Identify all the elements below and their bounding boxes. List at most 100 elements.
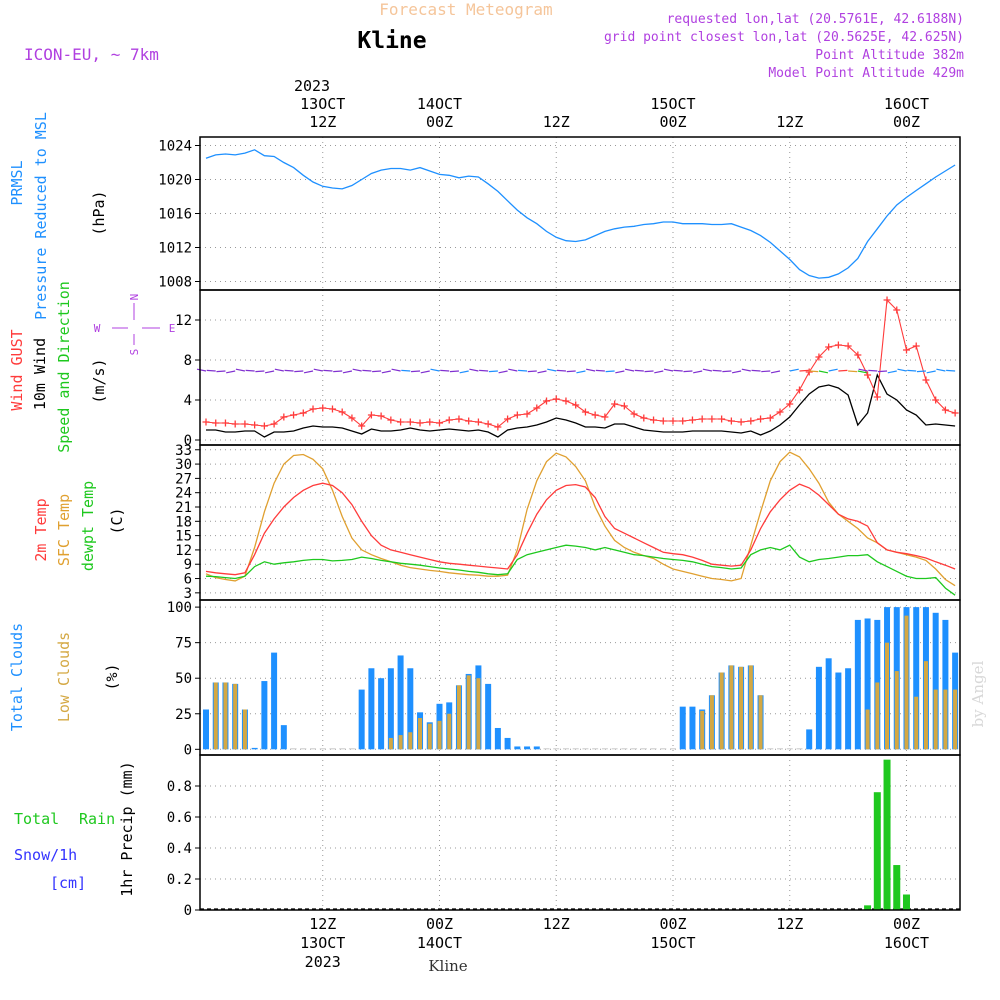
ytick-label: 0 xyxy=(184,742,192,758)
wind-arrow xyxy=(946,369,956,372)
total-cloud-bar xyxy=(319,748,326,750)
ytick-label: 0 xyxy=(184,433,192,449)
ytick-label: 27 xyxy=(175,471,192,487)
low-cloud-bar xyxy=(223,682,228,750)
wind-arrow xyxy=(488,370,498,373)
precip-unit: 1hr Precip (mm) xyxy=(118,761,136,896)
wind-arrow xyxy=(391,368,401,372)
wind-arrow xyxy=(741,368,751,372)
gust-marker xyxy=(251,421,259,429)
low-cloud-bar xyxy=(914,696,919,750)
gust-marker xyxy=(338,408,346,416)
gust-marker xyxy=(202,418,210,426)
top-year: 2023 xyxy=(294,77,330,95)
total-cloud-bar xyxy=(485,683,492,750)
wind-arrow xyxy=(838,369,848,372)
total-cloud-bar xyxy=(514,746,521,750)
panel-clouds: 0 25 50 75 100 xyxy=(167,600,960,758)
low-cloud-bar xyxy=(466,675,471,750)
wind-arrow xyxy=(566,370,576,373)
t2m-label: 2m Temp xyxy=(32,498,50,561)
ytick-label: 15 xyxy=(175,529,192,545)
wind-arrow xyxy=(887,370,897,374)
gust-marker xyxy=(640,414,648,422)
precip-rain-label: Rain xyxy=(79,810,115,828)
total-cloud-bar xyxy=(640,748,647,750)
rain-bar xyxy=(883,759,891,910)
wind-arrow xyxy=(751,369,761,372)
wind-arrow xyxy=(294,370,304,373)
gust-marker xyxy=(319,404,327,412)
grid-coords: grid point closest lon,lat (20.5625E, 42… xyxy=(604,30,964,45)
total-cloud-bar xyxy=(310,748,317,750)
wind-arrow xyxy=(624,368,635,372)
total-cloud-bar xyxy=(368,668,375,750)
low-cloud-bar xyxy=(427,723,432,750)
gust-marker xyxy=(212,419,220,427)
bottom-tick-date: 16OCT xyxy=(884,934,929,952)
bottom-tick-hour: 00Z xyxy=(426,915,453,933)
panel-pressure: 1008 1012 1016 1020 1024 xyxy=(158,137,960,291)
wind-arrow xyxy=(654,370,664,374)
low-cloud-bar xyxy=(885,642,890,750)
gust-marker xyxy=(348,414,356,422)
total-cloud-bar xyxy=(601,748,608,750)
gust-marker xyxy=(387,416,395,424)
total-cloud-bar xyxy=(825,658,832,750)
ytick-label: 18 xyxy=(175,514,192,530)
wind-arrow xyxy=(401,369,411,372)
wind-arrow xyxy=(255,370,265,373)
gust-marker xyxy=(299,409,307,417)
ytick-label: 75 xyxy=(175,636,192,652)
compass-north: N xyxy=(128,294,141,301)
low-cloud-bar xyxy=(213,682,218,750)
gust-marker xyxy=(591,411,599,419)
total-cloud-bar xyxy=(387,668,394,750)
ytick-label: 21 xyxy=(175,500,192,516)
total-cloud-bar xyxy=(592,748,599,750)
wind-arrow xyxy=(799,369,809,372)
compass-west: W xyxy=(94,322,101,335)
snow-label: Snow/1h xyxy=(14,846,77,864)
ytick-label: 1016 xyxy=(158,207,192,223)
wind-arrow xyxy=(352,368,362,372)
total-cloud-bar xyxy=(504,737,511,750)
total-cloud-bar xyxy=(835,672,842,750)
total-cloud-bar xyxy=(290,748,297,750)
wind-arrow xyxy=(586,368,596,372)
gust-marker xyxy=(932,396,940,404)
wind-arrow xyxy=(479,369,489,372)
gust-marker xyxy=(406,418,414,426)
low-cloud-bar xyxy=(398,735,403,750)
requested-coords: requested lon,lat (20.5761E, 42.6188N) xyxy=(667,12,964,27)
low-cloud-bar xyxy=(233,683,238,750)
ytick-label: 0 xyxy=(184,903,192,919)
ytick-label: 50 xyxy=(175,671,192,687)
gust-marker xyxy=(620,402,628,410)
gust-marker xyxy=(776,408,784,416)
wind-arrow xyxy=(518,369,528,372)
gust-marker xyxy=(241,420,249,428)
location-title: Kline xyxy=(357,28,426,54)
ytick-label: 3 xyxy=(184,586,192,602)
total-cloud-bar xyxy=(203,709,209,750)
watermark: by Angel xyxy=(969,660,987,727)
gust-marker xyxy=(581,408,589,416)
total-cloud-bar xyxy=(611,748,618,750)
bottom-tick-date: 13OCT xyxy=(300,934,345,952)
wind-arrow xyxy=(556,369,567,372)
total-cloud-bar xyxy=(913,607,920,750)
rain-bar xyxy=(864,905,872,910)
gust-marker xyxy=(795,386,803,394)
total-cloud-bar xyxy=(786,748,793,750)
wind-arrow xyxy=(342,370,353,374)
bottom-tick-hour: 12Z xyxy=(776,915,803,933)
total-cloud-bar xyxy=(280,725,287,750)
pressure-unit: (hPa) xyxy=(90,190,108,235)
wind-arrow xyxy=(926,370,936,374)
bottom-tick-hour: 12Z xyxy=(309,915,336,933)
total-cloud-bar xyxy=(407,668,414,750)
wind-arrow xyxy=(809,370,819,373)
